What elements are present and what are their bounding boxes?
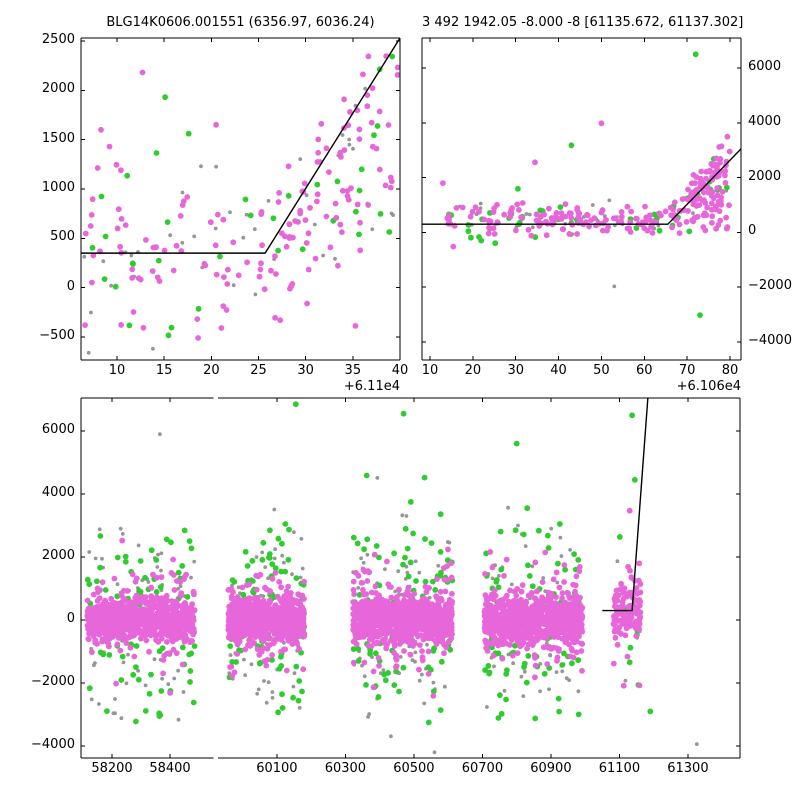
y-tick-label: 2000 [41,81,75,97]
x-tick-label: 40 [391,363,409,378]
axes-frame-top-right [421,37,742,361]
x-axis-offset-label-left: +6.11e4 [343,379,400,394]
x-tick-label: 58200 [91,761,133,776]
x-tick-label: 70 [678,363,696,378]
y-tick-label: 4000 [41,485,75,500]
y-tick-label: 6000 [748,59,782,74]
y-tick-label: 1500 [41,130,75,146]
plot-title-right: 3 492 1942.05 -8.000 -8 [61135.672, 6113… [422,15,744,30]
plot-title-left: BLG14K0606.001551 (6356.97, 6036.24) [106,15,375,30]
scatter-points-bottom [84,401,699,755]
x-tick-label: 10 [421,363,439,378]
y-tick-label: −4000 [31,736,75,752]
x-tick-label: 20 [464,363,482,378]
y-tick-label: 2500 [41,31,75,47]
model-line-top-right [422,148,741,225]
y-tick-label: 500 [50,229,75,245]
x-tick-label: 30 [297,363,314,378]
scatter-points-top-right [440,51,733,318]
y-tick-label: 2000 [41,548,75,563]
y-tick-label: 6000 [41,422,75,437]
x-tick-label: 61100 [598,761,641,776]
scatter-points-top-left [82,53,400,355]
y-tick-label: −4000 [748,332,792,348]
x-tick-label: 50 [593,363,610,378]
x-tick-label: 60100 [256,761,298,776]
x-tick-label: 60500 [393,761,435,776]
axes-frame-bottom [80,397,741,759]
model-line-bottom [602,398,649,612]
y-tick-label: −500 [39,328,75,343]
x-tick-label: 30 [507,363,524,378]
y-tick-label: 0 [66,611,75,626]
x-tick-label: 61300 [667,761,709,776]
x-tick-label: 80 [721,363,739,378]
x-tick-label: 15 [155,363,173,378]
x-tick-label: 35 [344,363,362,378]
y-tick-label: 0 [748,223,757,239]
x-tick-label: 58400 [149,761,191,776]
x-tick-label: 60900 [530,761,572,776]
x-tick-label: 60300 [324,761,367,776]
x-tick-label: 40 [550,363,567,378]
model-line-top-left [81,38,400,254]
x-tick-label: 10 [108,363,126,378]
axes-frame-top-left [80,37,401,361]
x-tick-label: 60700 [461,761,504,776]
y-tick-label: −2000 [748,278,792,294]
y-tick-label: 0 [66,278,75,294]
y-tick-label: 4000 [748,113,782,129]
x-tick-label: 25 [250,363,267,378]
y-tick-label: 2000 [748,168,782,184]
x-tick-label: 20 [203,363,220,378]
y-tick-label: 1000 [41,179,75,195]
y-tick-label: −2000 [31,674,75,689]
x-tick-label: 60 [635,363,653,378]
x-axis-offset-label-right: +6.106e4 [676,379,741,394]
